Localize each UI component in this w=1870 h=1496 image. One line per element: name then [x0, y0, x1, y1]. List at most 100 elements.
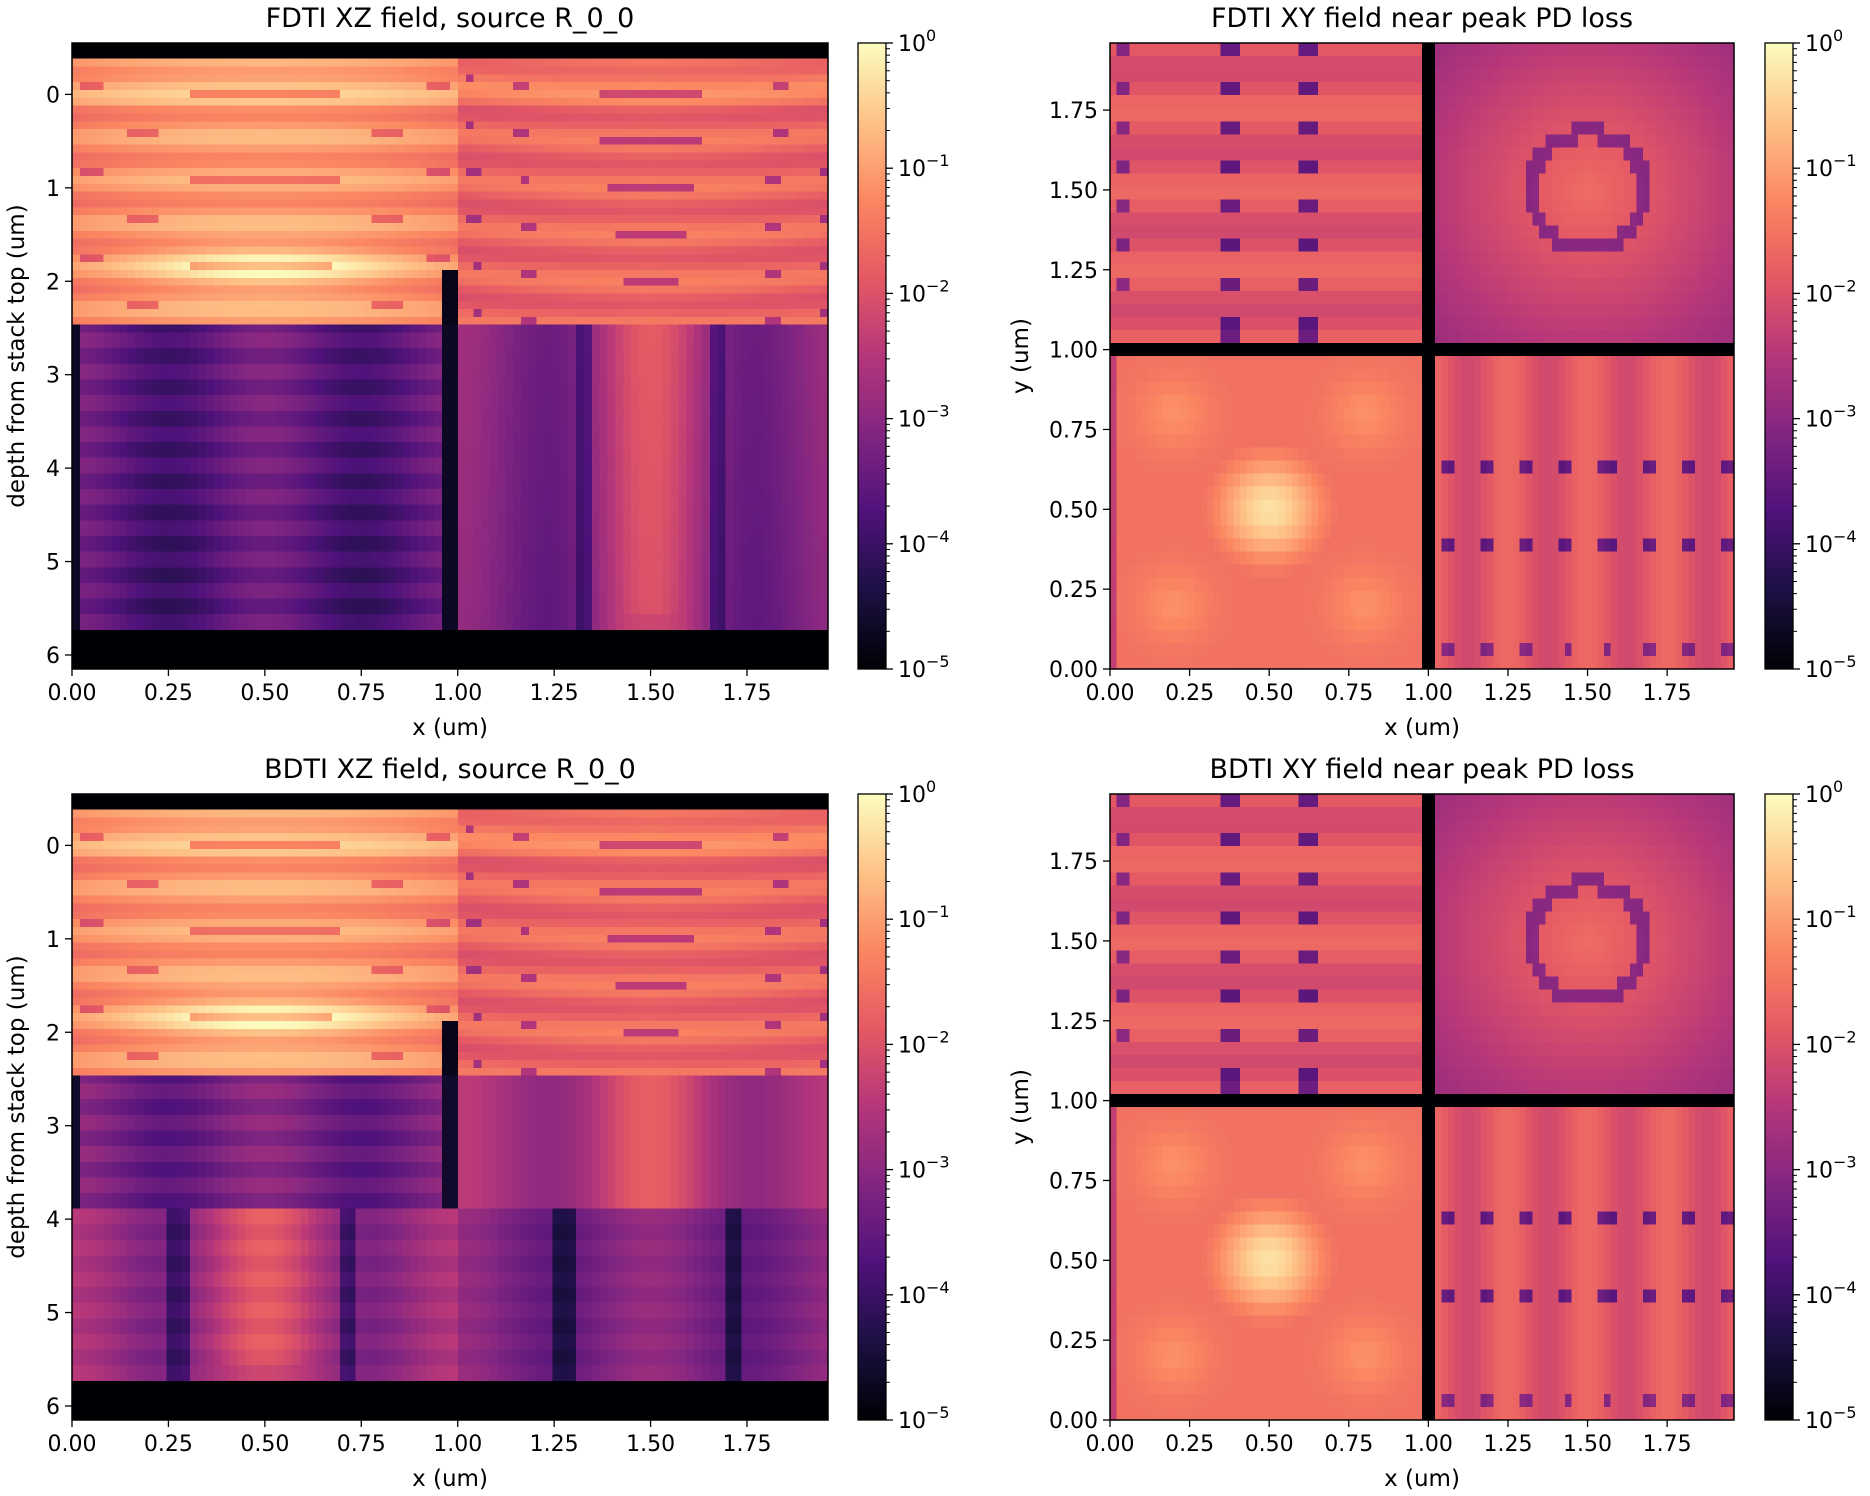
fdti-xy-colorbar-tick-label: 10−4 — [1805, 527, 1857, 558]
fdti-xz-ytick-label: 0 — [46, 83, 60, 108]
fdti-xz-colorbar-tick-label: 100 — [898, 26, 936, 57]
fdti-xz-xtick-label: 1.75 — [723, 681, 772, 706]
bdti-xy-colorbar-tick-label: 10−1 — [1805, 902, 1857, 933]
fdti-xz-xlabel: x (um) — [412, 715, 488, 741]
fdti-xy-colorbar-tick-label: 10−1 — [1805, 151, 1857, 182]
fdti-xz-xtick-label: 1.00 — [433, 681, 482, 706]
bdti-xz-xtick-label: 0.25 — [144, 1432, 193, 1457]
bdti-xz-ytick-label: 6 — [46, 1395, 60, 1420]
bdti-xz-heatmap — [72, 794, 828, 1420]
fdti-xy-xtick-label: 0.25 — [1165, 681, 1214, 706]
fdti-xy-colorbar — [1764, 42, 1794, 670]
fdti-xy-colorbar-tick-label: 10−2 — [1805, 276, 1857, 307]
fdti-xy-ytick-label: 0.25 — [1049, 578, 1098, 603]
bdti-xy-panel: BDTI XY field near peak PD loss 0.00 0.25 0… — [1008, 754, 1857, 1492]
bdti-xz-ylabel: depth from stack top (um) — [4, 955, 30, 1258]
bdti-xy-colorbar — [1764, 793, 1794, 1421]
fdti-xy-colorbar-tick-label: 100 — [1805, 26, 1843, 57]
bdti-xy-ytick-label: 1.75 — [1049, 850, 1098, 875]
fdti-xz-colorbar-tick-label: 10−5 — [898, 652, 950, 683]
fdti-xy-ytick-label: 0.00 — [1049, 658, 1098, 683]
bdti-xy-colorbar-tick-label: 10−5 — [1805, 1403, 1857, 1434]
fdti-xz-ytick-label: 5 — [46, 551, 60, 576]
fdti-xy-ytick-label: 0.75 — [1049, 418, 1098, 443]
fdti-xy-axes-frame — [1109, 42, 1735, 670]
fdti-xz-xtick-label: 0.00 — [48, 681, 97, 706]
bdti-xy-xtick-label: 0.50 — [1245, 1432, 1294, 1457]
bdti-xz-colorbar-tick-label: 10−2 — [898, 1027, 950, 1058]
fdti-xy-xtick-label: 1.25 — [1483, 681, 1532, 706]
bdti-xy-ytick-label: 1.50 — [1049, 930, 1098, 955]
fdti-xy-title: FDTI XY field near peak PD loss — [1211, 3, 1633, 34]
fdti-xz-ytick-label: 2 — [46, 270, 60, 295]
fdti-xz-ytick-label: 4 — [46, 457, 60, 482]
fdti-xz-colorbar-tick-label: 10−3 — [898, 402, 950, 433]
fdti-xy-xtick-label: 0.00 — [1086, 681, 1135, 706]
bdti-xy-xtick-label: 1.25 — [1483, 1432, 1532, 1457]
bdti-xz-ytick-label: 0 — [46, 834, 60, 859]
bdti-xy-ytick-label: 1.00 — [1049, 1090, 1098, 1115]
fdti-xz-ylabel: depth from stack top (um) — [4, 204, 30, 507]
fdti-xy-xtick-label: 1.00 — [1404, 681, 1453, 706]
fdti-xz-title: FDTI XZ field, source R_0_0 — [266, 3, 635, 34]
fdti-xz-xtick-label: 0.50 — [240, 681, 289, 706]
bdti-xz-xtick-label: 1.25 — [530, 1432, 579, 1457]
fdti-xy-xtick-label: 1.75 — [1643, 681, 1692, 706]
bdti-xy-colorbar-tick-label: 10−4 — [1805, 1278, 1857, 1309]
fdti-xy-ytick-label: 1.75 — [1049, 99, 1098, 124]
fdti-xz-panel: FDTI XZ field, source R_0_0 0.00 0.25 0.50 0… — [4, 3, 950, 741]
bdti-xz-ytick-label: 2 — [46, 1021, 60, 1046]
bdti-xy-axes-frame — [1109, 793, 1735, 1421]
bdti-xz-xtick-label: 1.50 — [626, 1432, 675, 1457]
bdti-xz-xtick-label: 0.50 — [240, 1432, 289, 1457]
bdti-xy-ytick-label: 0.75 — [1049, 1169, 1098, 1194]
bdti-xz-colorbar-tick-label: 100 — [898, 777, 936, 808]
fdti-xy-ytick-label: 1.50 — [1049, 179, 1098, 204]
bdti-xy-xlabel: x (um) — [1384, 1466, 1460, 1492]
fdti-xy-colorbar-tick-label: 10−3 — [1805, 402, 1857, 433]
fdti-xz-xtick-label: 1.25 — [530, 681, 579, 706]
bdti-xy-ytick-label: 0.25 — [1049, 1329, 1098, 1354]
fdti-xz-xtick-label: 0.25 — [144, 681, 193, 706]
bdti-xy-xtick-label: 0.00 — [1086, 1432, 1135, 1457]
bdti-xy-colorbar-tick-label: 10−3 — [1805, 1153, 1857, 1184]
bdti-xz-ytick-label: 5 — [46, 1302, 60, 1327]
bdti-xz-colorbar-tick-label: 10−3 — [898, 1153, 950, 1184]
bdti-xy-xtick-label: 0.75 — [1324, 1432, 1373, 1457]
bdti-xz-ytick-label: 4 — [46, 1208, 60, 1233]
bdti-xy-colorbar-tick-label: 10−2 — [1805, 1027, 1857, 1058]
fdti-xz-ytick-label: 6 — [46, 644, 60, 669]
fdti-xy-heatmap — [1110, 43, 1734, 669]
fdti-xz-xtick-label: 1.50 — [626, 681, 675, 706]
fdti-xy-ytick-label: 1.25 — [1049, 259, 1098, 284]
bdti-xz-ytick-label: 3 — [46, 1115, 60, 1140]
fdti-xy-xlabel: x (um) — [1384, 715, 1460, 741]
bdti-xy-colorbar-tick-label: 100 — [1805, 777, 1843, 808]
bdti-xz-colorbar — [857, 793, 887, 1421]
bdti-xy-xtick-label: 0.25 — [1165, 1432, 1214, 1457]
bdti-xy-ytick-label: 1.25 — [1049, 1010, 1098, 1035]
fdti-xz-colorbar — [857, 42, 887, 670]
bdti-xz-ytick-label: 1 — [46, 928, 60, 953]
fdti-xz-heatmap — [72, 43, 828, 669]
bdti-xz-colorbar-tick-label: 10−5 — [898, 1403, 950, 1434]
bdti-xy-xtick-label: 1.50 — [1563, 1432, 1612, 1457]
bdti-xz-xtick-label: 1.75 — [723, 1432, 772, 1457]
fdti-xy-xtick-label: 1.50 — [1563, 681, 1612, 706]
bdti-xz-title: BDTI XZ field, source R_0_0 — [264, 754, 636, 785]
bdti-xy-title: BDTI XY field near peak PD loss — [1209, 754, 1634, 785]
fdti-xz-colorbar-tick-label: 10−4 — [898, 527, 950, 558]
bdti-xz-colorbar-tick-label: 10−4 — [898, 1278, 950, 1309]
fdti-xz-axes-frame — [71, 42, 829, 670]
bdti-xy-heatmap — [1110, 794, 1734, 1420]
fdti-xy-ylabel: y (um) — [1008, 318, 1034, 394]
fdti-xz-colorbar-tick-label: 10−2 — [898, 276, 950, 307]
fdti-xz-ytick-label: 3 — [46, 364, 60, 389]
bdti-xz-xtick-label: 0.75 — [337, 1432, 386, 1457]
bdti-xz-axes-frame — [71, 793, 829, 1421]
bdti-xz-colorbar-tick-label: 10−1 — [898, 902, 950, 933]
fdti-xy-panel: FDTI XY field near peak PD loss 0.00 0.25 0… — [1008, 3, 1857, 741]
fdti-xz-xtick-label: 0.75 — [337, 681, 386, 706]
bdti-xy-xtick-label: 1.75 — [1643, 1432, 1692, 1457]
